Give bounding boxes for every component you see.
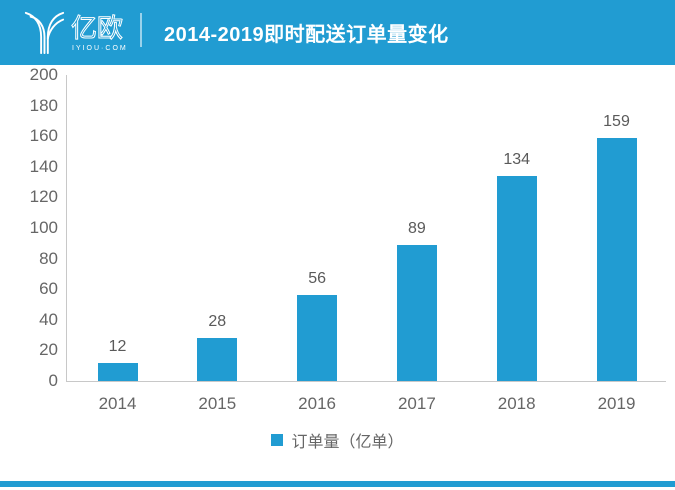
y-axis-tick-label: 180: [29, 95, 58, 115]
y-axis-line: [66, 75, 67, 381]
legend-label: 订单量（亿单）: [291, 434, 404, 451]
bar-2017[interactable]: [396, 244, 437, 381]
y-axis-tick-label: 20: [39, 340, 58, 360]
brand-name: 亿欧: [71, 13, 123, 43]
footer-accent-bar: [0, 481, 675, 487]
brand-domain: IYIOU·COM: [72, 45, 128, 52]
y-axis-tick-label: 40: [39, 309, 58, 329]
bar-2016[interactable]: [297, 295, 338, 381]
bar-value-label: 12: [108, 337, 127, 355]
iyiou-logo-icon: [24, 11, 65, 54]
x-axis-label: 2019: [597, 394, 636, 413]
bar-value-label: 134: [503, 150, 531, 168]
y-axis-tick-label: 160: [29, 126, 58, 146]
x-axis-label: 2015: [198, 394, 237, 413]
bar-2015[interactable]: [197, 338, 238, 381]
y-axis-tick-label: 60: [39, 279, 58, 299]
legend[interactable]: 订单量（亿单）: [0, 429, 675, 451]
bar-2018[interactable]: [496, 175, 537, 381]
y-axis-tick-label: 100: [29, 218, 58, 237]
y-axis-tick-label: 120: [29, 187, 58, 207]
chart-title: 2014-2019即时配送订单量变化: [164, 24, 449, 46]
bar-value-label: 56: [308, 270, 326, 288]
x-axis-line: [66, 381, 666, 382]
x-axis-label: 2017: [397, 394, 436, 413]
y-axis-tick-label: 0: [48, 371, 58, 390]
bar-value-label: 89: [407, 219, 426, 237]
y-axis-tick-label: 200: [29, 65, 58, 84]
y-axis-tick-label: 140: [29, 156, 58, 176]
header-banner: 亿欧 IYIOU·COM 2014-2019即时配送订单量变化: [0, 0, 675, 65]
bar-value-label: 28: [208, 313, 227, 331]
x-axis-label: 2014: [98, 394, 137, 413]
bar-2014[interactable]: [97, 362, 138, 381]
y-axis-tick-label: 80: [39, 248, 58, 268]
bar-value-label: 159: [603, 112, 630, 130]
bar-2019[interactable]: [596, 137, 637, 381]
brand-logo[interactable]: 亿欧 IYIOU·COM: [22, 9, 146, 57]
header-divider: [140, 13, 142, 47]
x-axis-label: 2016: [298, 394, 336, 413]
legend-swatch-icon: [271, 434, 284, 446]
x-axis-label: 2018: [497, 394, 536, 413]
